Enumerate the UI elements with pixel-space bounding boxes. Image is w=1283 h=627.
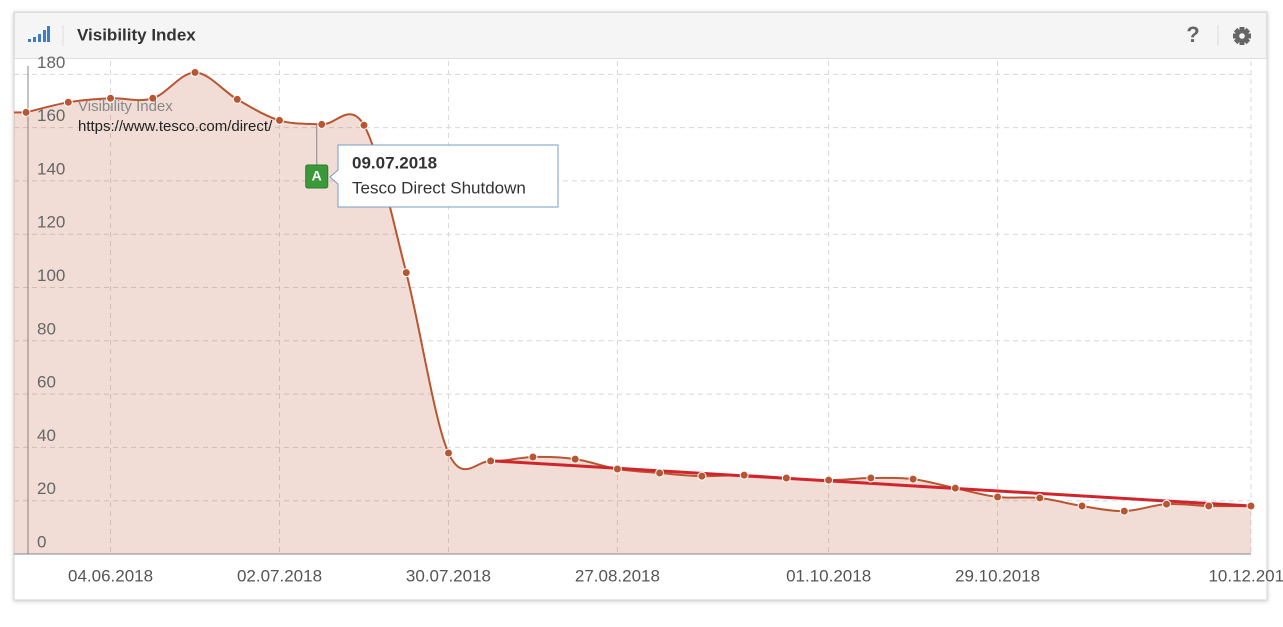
data-point (655, 468, 665, 478)
data-point (443, 448, 453, 458)
data-point (1246, 501, 1256, 511)
x-tick-label: 01.10.2018 (786, 566, 871, 585)
y-tick-label: 40 (37, 426, 56, 445)
area (14, 72, 1251, 555)
data-point (697, 471, 707, 481)
data-point (21, 107, 31, 117)
x-tick-label: 10.12.2018 (1208, 566, 1283, 585)
y-tick-label: 180 (37, 53, 65, 72)
annotation-text: Tesco Direct Shutdown (352, 178, 526, 197)
annotation-tooltip (329, 144, 559, 208)
data-point (612, 464, 622, 474)
data-point (148, 93, 158, 103)
annotation-flag (305, 164, 329, 189)
settings-button[interactable] (1233, 27, 1251, 45)
y-tick-label: 100 (37, 266, 65, 285)
data-point (1162, 499, 1172, 509)
x-tick-label: 02.07.2018 (237, 566, 322, 585)
data-point (570, 454, 580, 464)
data-point (1119, 506, 1129, 516)
x-tick-label: 27.08.2018 (575, 566, 660, 585)
data-point (1204, 501, 1214, 511)
chart-icon (28, 26, 50, 42)
x-tick-label: 04.06.2018 (68, 566, 153, 585)
data-point (232, 94, 242, 104)
y-tick-label: 0 (37, 532, 46, 551)
data-point (993, 492, 1003, 502)
x-tick-label: 30.07.2018 (406, 566, 491, 585)
data-point (866, 473, 876, 483)
data-point (401, 268, 411, 278)
data-point (1035, 493, 1045, 503)
widget-title: Visibility Index (77, 25, 196, 44)
data-point (739, 470, 749, 480)
y-tick-label: 120 (37, 213, 65, 232)
data-point (824, 475, 834, 485)
data-point (781, 473, 791, 483)
card-header (14, 12, 1267, 59)
data-point (190, 67, 200, 77)
y-tick-label: 140 (37, 159, 65, 178)
data-point (317, 119, 327, 129)
y-tick-label: 20 (37, 479, 56, 498)
y-tick-label: 80 (37, 319, 56, 338)
data-point (528, 452, 538, 462)
data-point (359, 120, 369, 130)
annotation-date: 09.07.2018 (352, 153, 437, 172)
legend-series: Visibility Index (78, 98, 173, 115)
data-point (908, 474, 918, 484)
data-point (486, 456, 496, 466)
legend-url: https://www.tesco.com/direct/ (78, 118, 273, 135)
help-button[interactable]: ? (1186, 22, 1199, 47)
data-point (106, 93, 116, 103)
y-tick-label: 60 (37, 373, 56, 392)
y-tick-label: 160 (37, 106, 65, 125)
data-point (950, 483, 960, 493)
x-tick-label: 29.10.2018 (955, 566, 1040, 585)
data-point (63, 97, 73, 107)
annotation-flag-label: A (312, 168, 322, 184)
data-point (275, 115, 285, 125)
data-point (1077, 501, 1087, 511)
